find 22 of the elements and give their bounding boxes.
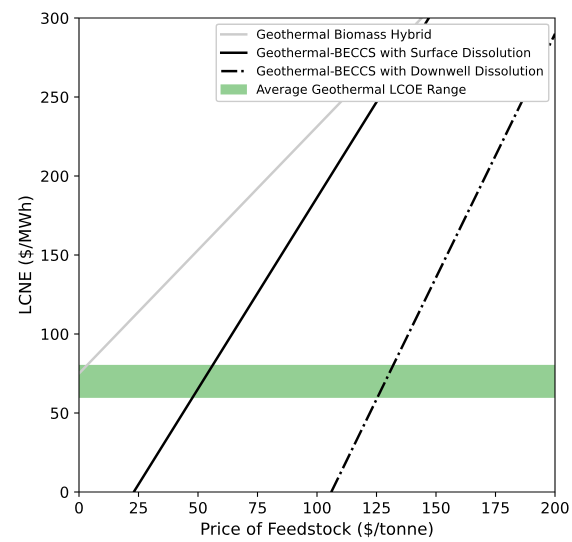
y-tick-label: 250 [41, 91, 68, 104]
x-tick-label: 50 [189, 502, 207, 514]
x-tick-label: 200 [542, 502, 569, 514]
x-tick-label: 175 [482, 502, 509, 514]
x-tick-label: 125 [364, 502, 390, 514]
x-tick-label: 0 [75, 502, 83, 514]
y-tick-label: 150 [42, 249, 68, 262]
y-tick-label: 0 [60, 486, 68, 498]
y-tick-label: 100 [42, 328, 68, 340]
legend-label: Average Geothermal LCOE Range [256, 84, 466, 96]
legend-label: Geothermal-BECCS with Surface Dissolution [256, 48, 530, 58]
x-tick-label: 75 [249, 502, 266, 514]
x-tick-label: 150 [423, 502, 450, 514]
y-tick-label: 300 [41, 12, 68, 24]
y-tick-label: 200 [41, 170, 68, 182]
x-tick-label: 100 [304, 502, 331, 514]
legend-label: Geothermal Biomass Hybrid [256, 29, 431, 42]
y-axis-title: LCNE ($/MWh) [18, 196, 34, 314]
x-tick-label: 25 [130, 502, 147, 514]
x-axis-title: Price of Feedstock ($/tonne) [202, 522, 433, 538]
y-tick-label: 50 [51, 407, 68, 420]
legend-label: Geothermal-BECCS with Downwell Dissolution [256, 66, 543, 76]
